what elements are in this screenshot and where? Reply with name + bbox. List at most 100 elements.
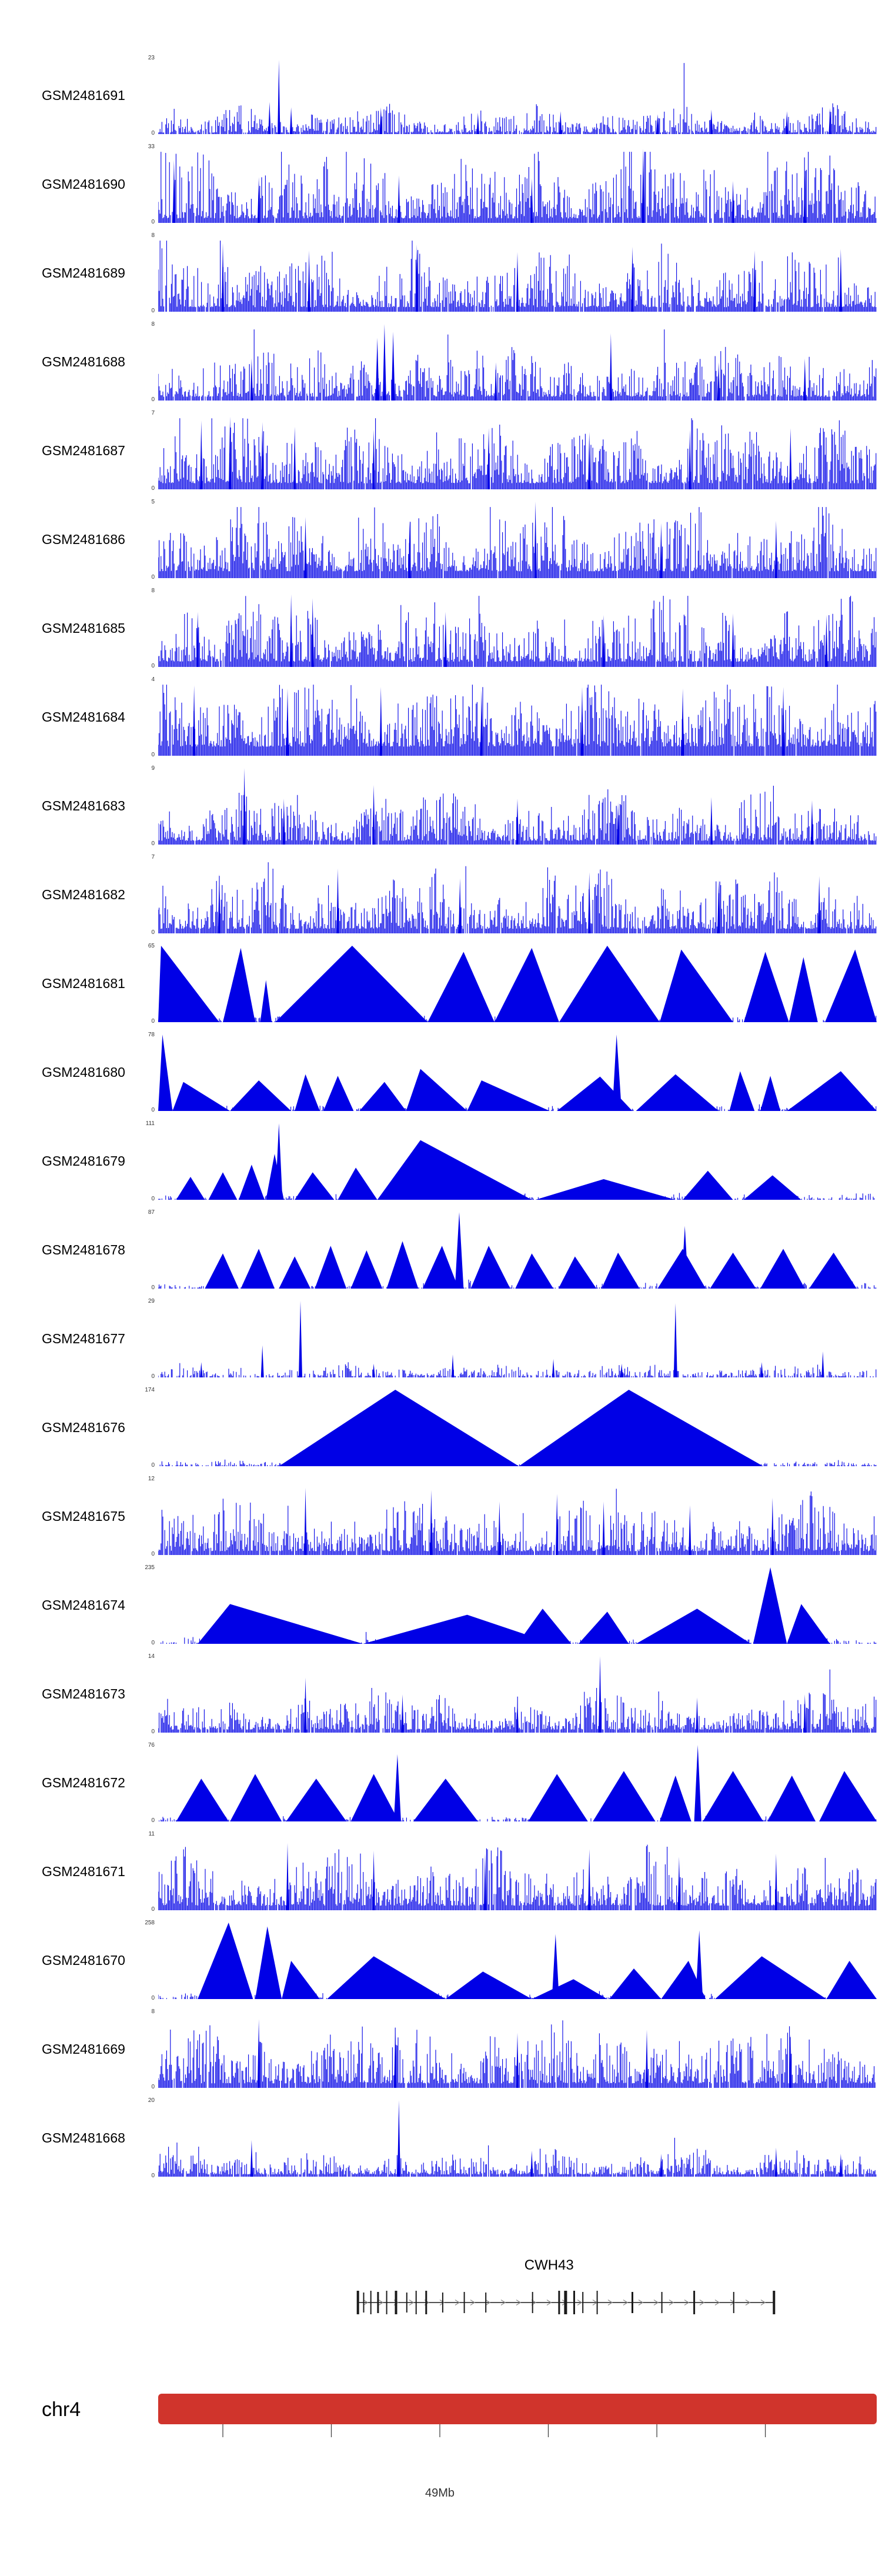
y-axis-min-label: 0	[151, 308, 155, 314]
exon-bar	[632, 2292, 633, 2313]
track-row: GSM2481677 29 0	[0, 1298, 882, 1390]
track-row: GSM2481681 65 0	[0, 943, 882, 1035]
y-axis-max-label: 14	[148, 1653, 155, 1660]
track-label: GSM2481679	[42, 1153, 125, 1169]
y-axis-min-label: 0	[151, 1462, 155, 1469]
y-axis-min-label: 0	[151, 1995, 155, 2001]
track-label: GSM2481683	[42, 798, 125, 813]
y-axis-min-label: 0	[151, 1284, 155, 1291]
y-axis-max-label: 4	[151, 676, 155, 683]
y-axis-max-label: 12	[148, 1476, 155, 1482]
y-axis-max-label: 11	[148, 1831, 155, 1837]
track-row: GSM2481670 258 0	[0, 1920, 882, 2011]
exon-bar	[463, 2292, 465, 2313]
y-axis-max-label: 8	[151, 321, 155, 328]
y-axis-min-label: 0	[151, 485, 155, 492]
signal-plot	[158, 1656, 877, 1733]
exon-bar	[377, 2292, 379, 2313]
y-axis-max-label: 8	[151, 588, 155, 594]
track-label: GSM2481673	[42, 1686, 125, 1701]
y-axis-max-label: 5	[151, 499, 155, 505]
track-row: GSM2481690 33 0	[0, 144, 882, 235]
exon-bar	[425, 2291, 427, 2314]
track-row: GSM2481683 9 0	[0, 765, 882, 857]
chromosome-bar	[158, 2394, 877, 2424]
track-label: GSM2481680	[42, 1065, 125, 1080]
y-axis-min-label: 0	[151, 1640, 155, 1646]
y-axis-max-label: 87	[148, 1209, 155, 1216]
exon-bar	[582, 2292, 584, 2313]
track-label: GSM2481669	[42, 2041, 125, 2057]
track-label: GSM2481688	[42, 354, 125, 369]
exon-bar	[596, 2291, 598, 2314]
y-axis-min-label: 0	[151, 574, 155, 580]
y-axis-min-label: 0	[151, 752, 155, 758]
y-axis-min-label: 0	[151, 929, 155, 936]
track-label: GSM2481681	[42, 976, 125, 991]
track-label: GSM2481687	[42, 443, 125, 458]
track-row: GSM2481672 76 0	[0, 1742, 882, 1834]
y-axis-min-label: 0	[151, 1018, 155, 1025]
y-axis-min-label: 0	[151, 1729, 155, 1735]
track-row: GSM2481669 8 0	[0, 2008, 882, 2100]
track-row: GSM2481676 174 0	[0, 1387, 882, 1479]
y-axis-max-label: 235	[145, 1564, 155, 1571]
exon-bar	[395, 2291, 397, 2314]
exon-bar	[573, 2291, 575, 2314]
signal-plot	[158, 1843, 877, 1910]
exon-bar	[733, 2292, 734, 2313]
chromosome-label: chr4	[42, 2398, 81, 2421]
exon-bar	[442, 2293, 443, 2313]
y-axis-min-label: 0	[151, 663, 155, 669]
signal-plot	[158, 324, 877, 401]
track-label: GSM2481675	[42, 1509, 125, 1524]
y-axis-max-label: 111	[145, 1120, 155, 1127]
exon-bar	[356, 2291, 359, 2314]
signal-plot	[158, 148, 877, 223]
signal-plot	[158, 594, 877, 667]
y-axis-max-label: 76	[148, 1742, 155, 1749]
y-axis-max-label: 7	[151, 854, 155, 860]
signal-plot	[158, 1212, 877, 1289]
exon-bar	[406, 2293, 407, 2313]
signal-plot	[158, 2019, 876, 2088]
signal-plot	[158, 1301, 877, 1377]
y-axis-max-label: 33	[148, 144, 155, 150]
track-row: GSM2481682 7 0	[0, 854, 882, 946]
exon-bar	[773, 2291, 776, 2314]
exon-bar	[661, 2292, 663, 2313]
track-label: GSM2481690	[42, 176, 125, 192]
signal-plot	[159, 1745, 877, 1821]
exon-bar	[386, 2291, 387, 2314]
gene-model	[356, 2291, 776, 2314]
y-axis-min-label: 0	[151, 219, 155, 225]
track-row: GSM2481675 12 0	[0, 1476, 882, 1567]
track-row: GSM2481688 8 0	[0, 321, 882, 413]
track-label: GSM2481685	[42, 620, 125, 636]
track-label: GSM2481670	[42, 1953, 125, 1968]
track-label: GSM2481671	[42, 1864, 125, 1879]
y-axis-min-label: 0	[151, 1373, 155, 1380]
exon-bar	[363, 2293, 365, 2313]
track-label: GSM2481684	[42, 709, 125, 725]
y-axis-max-label: 78	[148, 1032, 155, 1038]
signal-plot	[158, 502, 877, 578]
track-row: GSM2481689 8 0	[0, 232, 882, 324]
signal-plot	[158, 685, 877, 756]
y-axis-max-label: 258	[145, 1920, 155, 1926]
track-label: GSM2481668	[42, 2130, 125, 2145]
track-row: GSM2481679 111 0	[0, 1120, 882, 1212]
track-row: GSM2481691 23 0	[0, 55, 882, 146]
signal-plot	[161, 1567, 877, 1644]
y-axis-max-label: 20	[148, 2097, 155, 2104]
track-row: GSM2481668 20 0	[0, 2097, 882, 2189]
signal-plot	[158, 59, 877, 134]
signal-plot	[158, 768, 877, 845]
track-label: GSM2481672	[42, 1775, 125, 1790]
exon-bar	[564, 2291, 567, 2314]
signal-plot	[158, 1035, 877, 1111]
track-row: GSM2481674 235 0	[0, 1564, 882, 1656]
track-label: GSM2481691	[42, 88, 125, 103]
signal-plot	[158, 1487, 877, 1555]
signal-plot	[158, 416, 877, 489]
